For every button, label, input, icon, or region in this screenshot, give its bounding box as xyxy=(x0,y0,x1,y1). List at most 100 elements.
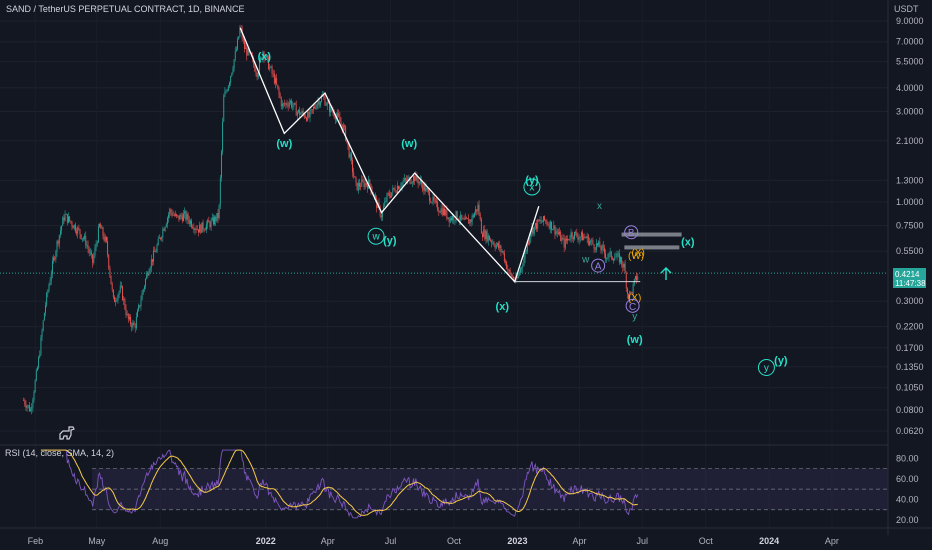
rsi-tick-label: 40.00 xyxy=(896,494,919,504)
candle xyxy=(613,259,615,261)
wave-label: y xyxy=(632,312,637,323)
candle xyxy=(484,229,486,240)
chart-title: SAND / TetherUS PERPETUAL CONTRACT, 1D, … xyxy=(6,4,245,14)
candle xyxy=(394,188,396,192)
candle xyxy=(325,105,327,107)
candle xyxy=(362,179,364,182)
candle xyxy=(538,219,540,222)
price-axis[interactable]: 9.0000 7.0000 5.5000 4.0000 3.0000 2.1000 1.30… xyxy=(887,0,924,535)
candle xyxy=(472,215,474,218)
price-tag: 0.4214 11:47:38 xyxy=(893,268,926,288)
candle xyxy=(499,245,501,249)
candle xyxy=(303,113,305,118)
candle xyxy=(317,101,319,105)
candle xyxy=(202,222,204,230)
x-tick-label: 2023 xyxy=(507,536,527,546)
candle xyxy=(33,392,35,400)
candle xyxy=(421,179,423,184)
candle xyxy=(97,226,99,243)
price-candles xyxy=(23,24,639,415)
candle xyxy=(78,227,80,230)
candle xyxy=(429,191,431,201)
candle xyxy=(41,330,43,338)
grid xyxy=(0,20,888,446)
dino-logo xyxy=(59,426,75,440)
candle xyxy=(125,308,127,315)
candle xyxy=(629,291,631,299)
candle xyxy=(154,250,156,253)
candle xyxy=(201,222,203,233)
candle xyxy=(411,182,413,184)
candle xyxy=(116,300,118,301)
candle xyxy=(367,184,368,189)
candle xyxy=(79,229,81,235)
candle xyxy=(555,231,557,235)
candle xyxy=(96,242,98,245)
candle xyxy=(314,107,316,109)
wave-label: (y) xyxy=(774,355,788,367)
candle xyxy=(215,216,217,222)
candle xyxy=(140,300,142,307)
candle xyxy=(609,251,611,254)
candle xyxy=(69,216,71,221)
candle xyxy=(332,111,334,113)
candle xyxy=(500,245,502,252)
candle xyxy=(625,272,627,289)
time-axis[interactable]: Feb May Aug 2022 Apr Jul Oct 2023 Apr Jul Oct 2024 A… xyxy=(0,527,932,546)
candle xyxy=(623,263,625,268)
candle xyxy=(447,217,449,219)
candle xyxy=(187,214,189,221)
candle xyxy=(522,265,524,268)
candle xyxy=(230,76,232,83)
candle xyxy=(607,257,609,258)
candle xyxy=(57,241,59,244)
rsi-label: RSI (14, close, SMA, 14, 2) xyxy=(5,448,114,458)
candle xyxy=(600,247,602,251)
wave-label: (w) xyxy=(627,334,643,346)
candle xyxy=(521,267,523,269)
candle xyxy=(594,248,596,250)
candle xyxy=(326,102,328,106)
candle xyxy=(605,253,607,259)
candle xyxy=(423,184,425,191)
candle xyxy=(334,117,336,120)
candle xyxy=(126,313,128,315)
rsi-tick-label: 60.00 xyxy=(896,474,919,484)
candle xyxy=(269,67,271,70)
y-tick-label: 5.5000 xyxy=(896,57,924,67)
candle xyxy=(445,209,447,215)
candle xyxy=(495,244,497,248)
candle xyxy=(83,238,84,240)
candle xyxy=(104,237,106,241)
candle xyxy=(152,259,153,262)
candle xyxy=(341,124,343,131)
candle xyxy=(595,243,597,250)
candle xyxy=(551,221,552,230)
candle xyxy=(40,337,42,355)
candle xyxy=(169,209,171,215)
candle xyxy=(494,245,496,248)
candle xyxy=(564,239,566,248)
candle xyxy=(338,113,340,117)
candle xyxy=(454,220,456,222)
candle xyxy=(545,220,547,222)
candle xyxy=(319,101,321,106)
candle xyxy=(350,153,352,161)
rsi-line xyxy=(40,449,639,519)
candle xyxy=(518,272,520,275)
x-tick-label: Jul xyxy=(385,536,397,546)
candle xyxy=(256,73,258,78)
candle xyxy=(375,195,377,198)
candle xyxy=(293,103,295,106)
candle xyxy=(99,224,101,227)
candle xyxy=(339,116,341,122)
candle xyxy=(529,238,531,244)
price-tag-countdown: 11:47:38 xyxy=(895,279,926,288)
candle xyxy=(452,215,454,221)
candle xyxy=(434,200,436,202)
candle xyxy=(71,222,73,226)
candle xyxy=(137,310,138,317)
candle xyxy=(419,179,421,182)
candle xyxy=(254,64,256,71)
